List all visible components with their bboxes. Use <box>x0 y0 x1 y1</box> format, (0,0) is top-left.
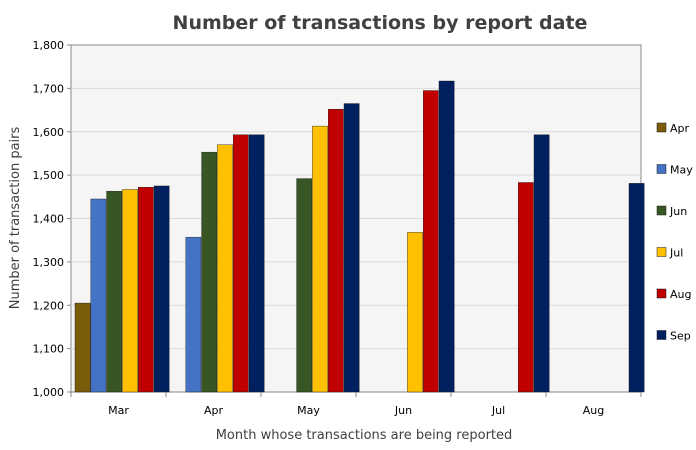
y-tick-label: 1,300 <box>33 256 65 269</box>
chart-title: Number of transactions by report date <box>173 12 588 34</box>
bar <box>407 232 423 393</box>
legend-swatch <box>656 122 667 133</box>
bar <box>137 187 154 393</box>
legend-label: Jun <box>669 205 687 218</box>
bar <box>328 108 344 393</box>
y-axis-title: Number of transaction pairs <box>8 127 23 310</box>
y-tick-label: 1,700 <box>33 82 65 95</box>
x-tick-label: May <box>297 404 320 417</box>
legend-label: Sep <box>670 330 691 343</box>
bar <box>518 182 534 393</box>
x-axis-title: Month whose transactions are being repor… <box>216 428 513 443</box>
legend-swatch <box>656 330 667 340</box>
legend-swatch <box>656 164 667 174</box>
bar <box>217 144 233 393</box>
legend-label: Jul <box>669 247 683 260</box>
bar <box>90 198 107 393</box>
y-axis: 1,000 1,100 1,200 1,300 1,400 1,500 1,600 1,700… <box>33 39 71 399</box>
bar <box>296 178 313 393</box>
legend-label: Apr <box>670 122 690 135</box>
legend-swatch <box>656 288 667 299</box>
y-tick-label: 1,000 <box>33 386 65 399</box>
y-tick-label: 1,200 <box>33 299 65 312</box>
x-tick-label: Apr <box>204 404 224 417</box>
bar <box>628 183 645 393</box>
y-tick-label: 1,600 <box>33 126 65 139</box>
bar <box>74 302 91 393</box>
bar <box>423 90 439 393</box>
x-tick-label: Mar <box>108 404 129 417</box>
legend-label: May <box>670 164 693 177</box>
legend-swatch <box>656 247 667 257</box>
x-tick-label: Jun <box>394 404 412 417</box>
bar <box>232 134 249 393</box>
y-tick-label: 1,800 <box>33 39 65 52</box>
legend: Apr May Jun Jul Aug Sep <box>656 122 693 343</box>
y-tick-label: 1,100 <box>33 343 65 356</box>
legend-swatch <box>656 205 667 216</box>
bar <box>201 151 218 393</box>
x-axis: Mar Apr May Jun Jul Aug <box>70 392 642 417</box>
x-tick-label: Aug <box>583 404 604 417</box>
legend-label: Aug <box>670 288 691 301</box>
bar <box>248 134 265 393</box>
bar <box>122 189 138 393</box>
bar <box>153 185 170 393</box>
bar <box>343 103 360 393</box>
bar <box>312 125 328 393</box>
x-tick-label: Jul <box>491 404 505 417</box>
y-tick-label: 1,400 <box>33 213 65 226</box>
bars <box>74 80 645 393</box>
y-tick-label: 1,500 <box>33 169 65 182</box>
bar <box>106 190 122 393</box>
bar <box>438 80 455 393</box>
bar <box>185 236 202 393</box>
bar <box>533 134 550 393</box>
